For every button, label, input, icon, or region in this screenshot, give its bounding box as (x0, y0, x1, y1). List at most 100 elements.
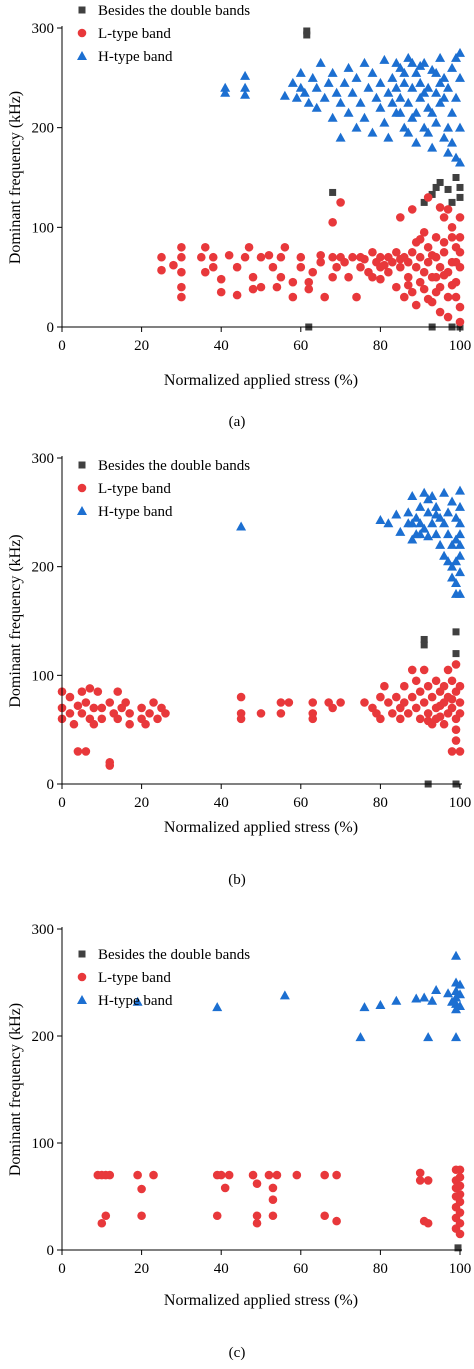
data-point (380, 260, 389, 270)
data-point (388, 257, 397, 267)
data-point (455, 72, 465, 82)
data-point (395, 107, 406, 117)
data-point (439, 518, 450, 528)
data-point (432, 183, 440, 191)
data-point (391, 995, 402, 1005)
data-point (427, 107, 438, 117)
data-point (399, 698, 409, 707)
data-point (423, 102, 434, 112)
data-point (443, 529, 454, 539)
data-point (419, 665, 429, 675)
legend-marker (77, 483, 87, 493)
data-point (352, 292, 361, 302)
data-point (295, 82, 306, 92)
data-point (248, 1170, 258, 1180)
data-point (443, 988, 454, 998)
panel-label: (b) (228, 872, 246, 888)
data-point (452, 628, 460, 636)
data-point (399, 122, 410, 132)
data-point (419, 523, 430, 533)
data-point (320, 292, 329, 302)
legend-marker (77, 995, 87, 1004)
data-point (280, 242, 290, 252)
legend-label: H-type band (98, 993, 173, 1009)
x-tick-label: 60 (293, 1261, 308, 1277)
data-point (328, 218, 337, 227)
data-point (411, 703, 421, 713)
data-point (399, 681, 409, 691)
data-point (443, 147, 454, 157)
data-point (456, 183, 464, 191)
legend-label: H-type band (98, 504, 173, 520)
data-point (423, 1032, 434, 1042)
data-point (411, 300, 421, 310)
data-point (220, 87, 231, 97)
legend: Besides the double bands L-type band H-typ… (77, 458, 250, 520)
data-point (77, 687, 87, 696)
data-point (376, 714, 385, 724)
data-point (304, 277, 314, 287)
data-point (411, 107, 422, 117)
legend-marker (77, 28, 87, 38)
data-point (443, 292, 453, 302)
data-point (284, 698, 294, 707)
data-point (359, 57, 370, 67)
data-point (248, 284, 258, 294)
data-point (85, 684, 95, 693)
data-point (435, 539, 446, 549)
data-point (383, 132, 394, 142)
data-point (291, 92, 302, 102)
data-point (125, 709, 134, 718)
data-point (455, 698, 465, 707)
data-point (419, 698, 429, 707)
data-point (455, 518, 465, 528)
data-point (451, 534, 462, 544)
data-point (379, 54, 390, 64)
data-point (439, 92, 450, 102)
data-point (455, 1181, 465, 1191)
data-point (81, 698, 91, 707)
data-point (367, 127, 378, 137)
data-point (407, 287, 417, 297)
x-axis-label: Normalized applied stress (%) (164, 819, 358, 836)
data-point (343, 107, 354, 117)
chart-panel-1: 0 20 40 60 80 100 0 100 200 300 Normalized applied… (7, 3, 471, 430)
data-point (415, 92, 426, 102)
data-point (376, 252, 385, 262)
data-point (396, 213, 405, 222)
data-point (296, 262, 306, 272)
data-point (456, 193, 464, 201)
data-point (387, 97, 398, 107)
data-point (419, 267, 429, 277)
data-point (256, 709, 266, 718)
data-point (315, 57, 326, 67)
data-point (232, 262, 242, 272)
x-tick-label: 80 (373, 1261, 388, 1277)
data-point (403, 52, 414, 62)
data-point (232, 290, 242, 300)
data-point (360, 698, 369, 707)
data-point (319, 92, 330, 102)
data-point (420, 635, 428, 643)
data-point (447, 703, 457, 713)
data-point (125, 719, 134, 729)
data-point (451, 92, 462, 102)
data-point (427, 518, 438, 528)
data-point (212, 1211, 222, 1221)
data-point (439, 213, 449, 222)
data-point (415, 714, 425, 724)
data-point (455, 1172, 465, 1182)
data-point (308, 698, 318, 707)
data-point (439, 270, 449, 280)
data-point (137, 1184, 146, 1194)
data-point (137, 703, 146, 713)
data-point (288, 292, 298, 302)
data-point (411, 676, 421, 686)
data-point (296, 252, 306, 262)
data-point (427, 995, 438, 1005)
data-point (431, 87, 442, 97)
data-point (443, 507, 454, 517)
data-point (399, 292, 409, 302)
data-point (454, 1244, 462, 1252)
data-point (376, 274, 385, 284)
